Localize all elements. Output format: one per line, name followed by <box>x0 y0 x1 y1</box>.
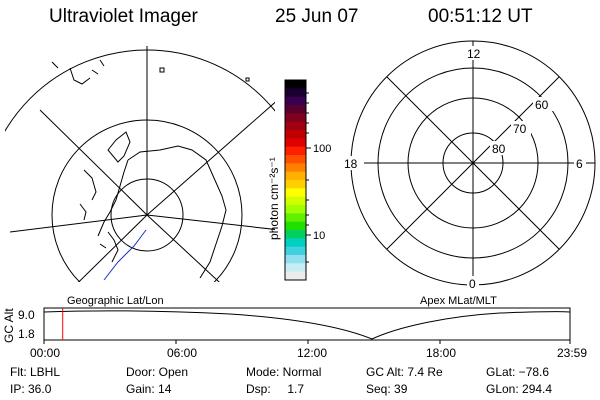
colorbar-band <box>285 155 306 164</box>
geo-lat-circle-outer <box>5 49 275 133</box>
colorbar-band <box>285 238 306 248</box>
lat-label-70: 70 <box>513 122 527 136</box>
colorbar-tick-label-100: 100 <box>313 143 331 155</box>
mlt-label-right: 6 <box>576 157 583 171</box>
colorbar-unit-label: photon cm⁻²s⁻¹ <box>267 157 281 240</box>
geo-meridian-e <box>146 214 275 230</box>
lat-label-bg-80 <box>490 141 510 155</box>
colorbar-band <box>285 171 306 181</box>
instrument-title: Ultraviolet Imager <box>49 6 198 27</box>
coast-fragments-north <box>51 59 105 85</box>
coast-peninsula <box>107 131 131 163</box>
coast-dot-2 <box>245 77 250 82</box>
colorbar-band <box>285 213 306 223</box>
timeline-frame <box>43 307 571 341</box>
gc-alt-curve <box>43 310 571 340</box>
colorbar-tick-label-10: 10 <box>313 230 325 242</box>
mlt-label-bg-right <box>574 156 586 170</box>
lat-label-80: 80 <box>492 142 506 156</box>
info-seq: Seq: 39 <box>366 382 408 396</box>
colorbar-band <box>285 138 306 148</box>
geo-meridian-nw <box>39 109 148 216</box>
timeline-x-tick-1800: 18:00 <box>426 346 456 360</box>
mlt-label-bg-left <box>342 156 364 170</box>
mlt-line-diag-2 <box>386 76 560 250</box>
colorbar-band <box>285 88 306 98</box>
mlt-label-bg-bottom <box>467 276 479 290</box>
timeline-ticks <box>43 340 571 344</box>
info-gc-alt: GC Alt: 7.4 Re <box>366 365 443 379</box>
coast-islands <box>79 169 97 221</box>
colorbar-band <box>285 263 306 273</box>
coast-continent <box>97 145 227 279</box>
timeline-x-tick-1200: 12:00 <box>297 346 327 360</box>
left-map-label: Geographic Lat/Lon <box>67 295 164 307</box>
geographic-map <box>5 46 275 282</box>
geo-meridian-se <box>146 214 220 282</box>
geo-meridian-ne <box>146 101 275 216</box>
info-mode: Mode: Normal <box>246 365 322 379</box>
timeline-y-tick-low: 1.8 <box>18 327 35 341</box>
info-dsp: Dsp: 1.7 <box>246 382 305 396</box>
colorbar-band <box>285 146 306 156</box>
colorbar-band <box>285 80 306 89</box>
colorbar-band <box>285 121 306 131</box>
info-gain: Gain: 14 <box>126 382 172 396</box>
colorbar-band <box>285 271 306 281</box>
mlt-label-bottom: 0 <box>469 277 476 291</box>
geo-meridian-w <box>9 214 148 233</box>
lat-label-bg-60 <box>533 97 553 111</box>
colorbar-band <box>285 105 306 114</box>
colorbar-band <box>285 230 306 239</box>
satellite-track <box>103 229 147 281</box>
geo-meridian-sw <box>78 214 148 282</box>
mlt-label-bg-top <box>466 46 480 60</box>
mlt-label-left: 18 <box>344 157 358 171</box>
timeline-y-axis-label: GC Alt <box>2 308 16 343</box>
timeline-x-tick-0600: 06:00 <box>167 346 197 360</box>
colorbar-band <box>285 180 306 189</box>
coast-fragments-south <box>99 231 119 263</box>
colorbar-band <box>285 96 306 106</box>
right-map-label: Apex MLat/MLT <box>420 295 497 307</box>
mlat-mlt-dial <box>350 40 596 286</box>
info-glat: GLat: −78.6 <box>486 365 550 379</box>
lat-label-60: 60 <box>535 98 549 112</box>
colorbar-band <box>285 188 306 198</box>
colorbar-minor-ticks <box>306 92 309 263</box>
info-filter: Flt: LBHL <box>10 365 61 379</box>
observation-time: 00:51:12 UT <box>428 6 533 27</box>
coast-dot <box>159 67 165 73</box>
colorbar <box>285 80 306 281</box>
lat-label-bg-70 <box>511 121 531 135</box>
colorbar-band <box>285 246 306 256</box>
colorbar-band <box>285 113 306 123</box>
colorbar-band <box>285 130 306 139</box>
observation-date: 25 Jun 07 <box>275 6 359 27</box>
timeline-x-tick-0000: 00:00 <box>30 346 60 360</box>
info-glon: GLon: 294.4 <box>486 382 553 396</box>
info-ip: IP: 36.0 <box>10 382 52 396</box>
mlt-label-top: 12 <box>467 47 481 61</box>
colorbar-band <box>285 221 306 231</box>
info-door: Door: Open <box>126 365 189 379</box>
colorbar-band <box>285 205 306 214</box>
timeline-y-tick-high: 9.0 <box>18 308 35 322</box>
timeline-x-tick-2359: 23:59 <box>557 346 587 360</box>
colorbar-band <box>285 196 306 206</box>
colorbar-band <box>285 255 306 264</box>
colorbar-band <box>285 163 306 173</box>
